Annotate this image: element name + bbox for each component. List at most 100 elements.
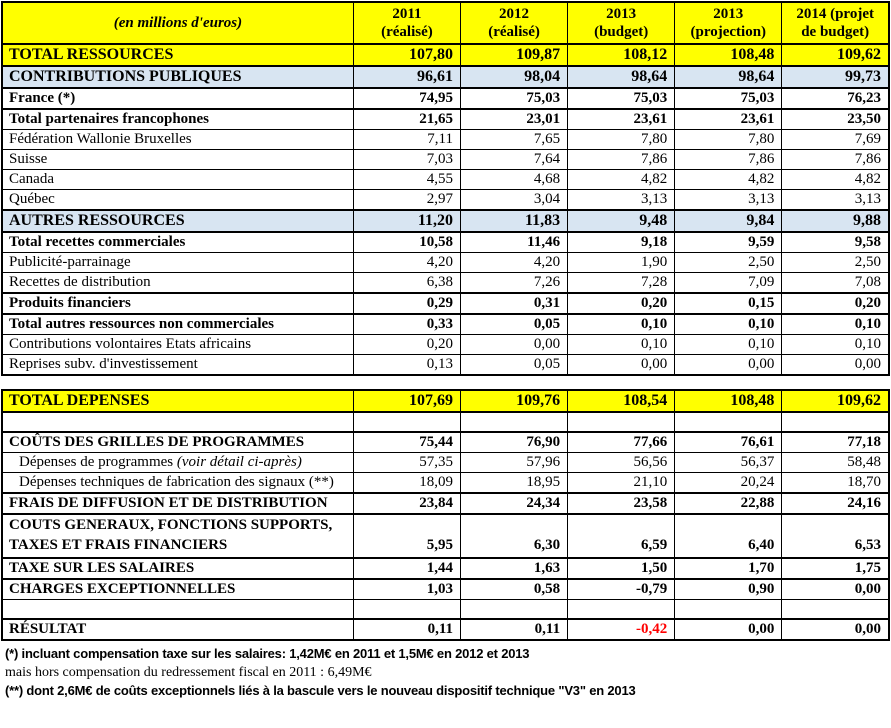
value-cell: 9,58 — [781, 231, 890, 253]
value-cell: 0,10 — [674, 334, 783, 355]
value-cell: 4,20 — [352, 252, 462, 273]
value-cell: 9,18 — [567, 231, 676, 253]
row-label-text: Dépenses de programmes — [19, 454, 177, 470]
column-subtitle: (réalisé) — [381, 24, 433, 40]
table-row: Reprises subv. d'investissement 0,13 0,05 0… — [1, 354, 890, 376]
row-label: Canada — [1, 169, 354, 190]
value-cell: 76,61 — [674, 431, 783, 453]
value-cell: 11,83 — [459, 209, 569, 233]
value-cell: 7,65 — [459, 129, 569, 150]
row-label: Suisse — [1, 149, 354, 170]
table-row: Dépenses de programmes (voir détail ci-a… — [1, 452, 890, 473]
value-cell: 57,96 — [459, 452, 569, 473]
value-cell: 0,20 — [352, 334, 462, 355]
value-cell: 23,84 — [352, 492, 462, 515]
table-row: Produits financiers 0,29 0,31 0,20 0,15 0,20 — [1, 292, 890, 315]
value-cell: 0,20 — [567, 292, 676, 315]
table-row: CHARGES EXCEPTIONNELLES 1,03 0,58 -0,79 0,90… — [1, 577, 890, 600]
table-row: FRAIS DE DIFFUSION ET DE DISTRIBUTION 23,… — [1, 492, 890, 515]
value-cell — [567, 411, 676, 433]
row-label — [1, 411, 354, 433]
value-cell: 3,13 — [567, 189, 676, 211]
value-cell: 0,00 — [674, 618, 783, 642]
value-cell: 18,09 — [352, 472, 462, 494]
row-label-text: Dépenses techniques de fabrication des s… — [19, 474, 334, 490]
row-label: Recettes de distribution — [1, 272, 354, 294]
row-label: Contributions volontaires Etats africain… — [1, 334, 354, 355]
row-label: Publicité-parrainage — [1, 252, 354, 273]
value-cell: 96,61 — [352, 65, 462, 89]
value-cell: 109,62 — [781, 389, 890, 413]
value-cell: 7,86 — [781, 149, 890, 170]
row-label: TOTAL DEPENSES — [1, 389, 354, 413]
value-cell: 1,03 — [352, 577, 462, 600]
value-cell: 6,53 — [781, 513, 890, 559]
value-cell: 6,59 — [567, 513, 676, 559]
column-header-2014-projet: 2014 (projet de budget) — [781, 1, 890, 45]
value-cell: 6,30 — [459, 513, 569, 559]
value-cell: -0,42 — [567, 618, 676, 642]
column-header-2011-realise: 2011 (réalisé) — [352, 1, 462, 45]
row-label: Québec — [1, 189, 354, 211]
table-row: Total autres ressources non commerciales… — [1, 313, 890, 335]
table-row: France (*) 74,95 75,03 75,03 75,03 76,23 — [1, 87, 890, 110]
value-cell: 98,04 — [459, 65, 569, 89]
value-cell: 9,84 — [674, 209, 783, 233]
column-year: 2014 (projet — [796, 6, 874, 22]
row-label-text: FRAIS DE DIFFUSION ET DE DISTRIBUTION — [9, 495, 328, 511]
value-cell: 0,20 — [781, 292, 890, 315]
table-row: TAXE SUR LES SALAIRES 1,44 1,63 1,50 1,70 1,7… — [1, 556, 890, 580]
value-cell — [352, 411, 462, 433]
row-label-text: Total autres ressources non commerciales — [9, 316, 274, 332]
value-cell: 109,62 — [781, 43, 890, 67]
resources-table: (en millions d'euros) 2011 (réalisé) 201… — [1, 1, 890, 376]
value-cell: 0,10 — [781, 313, 890, 335]
value-cell: 4,82 — [674, 169, 783, 190]
table-row — [1, 411, 890, 433]
value-cell: 0,00 — [781, 354, 890, 376]
value-cell — [352, 598, 462, 620]
footnote-couts-exceptionnels: (**) dont 2,6M€ de coûts exceptionnels l… — [5, 683, 636, 699]
value-cell: 23,61 — [674, 108, 783, 130]
value-cell: 75,03 — [674, 87, 783, 110]
value-cell: 21,65 — [352, 108, 462, 130]
value-cell: 0,10 — [674, 313, 783, 335]
value-cell: 4,82 — [781, 169, 890, 190]
value-cell: 0,10 — [781, 334, 890, 355]
value-cell: 7,08 — [781, 272, 890, 294]
column-year: 2012 — [499, 6, 530, 22]
table-row: Suisse 7,03 7,64 7,86 7,86 7,86 — [1, 149, 890, 170]
header-row: (en millions d'euros) 2011 (réalisé) 201… — [1, 1, 890, 45]
value-cell: 98,64 — [567, 65, 676, 89]
value-cell: 24,34 — [459, 492, 569, 515]
footnotes: (*) incluant compensation taxe sur les s… — [1, 641, 891, 702]
value-cell: 0,00 — [674, 354, 783, 376]
value-cell: 56,56 — [567, 452, 676, 473]
value-cell: 77,18 — [781, 431, 890, 453]
value-cell: 58,48 — [781, 452, 890, 473]
value-cell: 7,26 — [459, 272, 569, 294]
row-label: TAXE SUR LES SALAIRES — [1, 556, 354, 580]
value-cell: 0,00 — [781, 618, 890, 642]
value-cell: 107,80 — [352, 43, 462, 67]
row-label-text: Total partenaires francophones — [9, 111, 210, 127]
value-cell: 75,44 — [352, 431, 462, 453]
value-cell: 7,86 — [567, 149, 676, 170]
footnote-salaires: (*) incluant compensation taxe sur les s… — [5, 646, 530, 662]
value-cell: 0,10 — [567, 334, 676, 355]
value-cell — [567, 598, 676, 620]
value-cell: 23,58 — [567, 492, 676, 515]
value-cell: 9,59 — [674, 231, 783, 253]
table-row: Contributions volontaires Etats africain… — [1, 334, 890, 355]
table-row: Québec 2,97 3,04 3,13 3,13 3,13 — [1, 189, 890, 211]
value-cell: 108,48 — [674, 389, 783, 413]
row-label-text: Québec — [9, 191, 55, 207]
value-cell: 7,28 — [567, 272, 676, 294]
row-label-text: Publicité-parrainage — [9, 254, 131, 270]
value-cell: 77,66 — [567, 431, 676, 453]
row-label: TOTAL RESSOURCES — [1, 43, 354, 67]
value-cell: 21,10 — [567, 472, 676, 494]
row-label: CONTRIBUTIONS PUBLIQUES — [1, 65, 354, 89]
row-label-text: TOTAL RESSOURCES — [9, 46, 174, 63]
value-cell — [459, 598, 569, 620]
